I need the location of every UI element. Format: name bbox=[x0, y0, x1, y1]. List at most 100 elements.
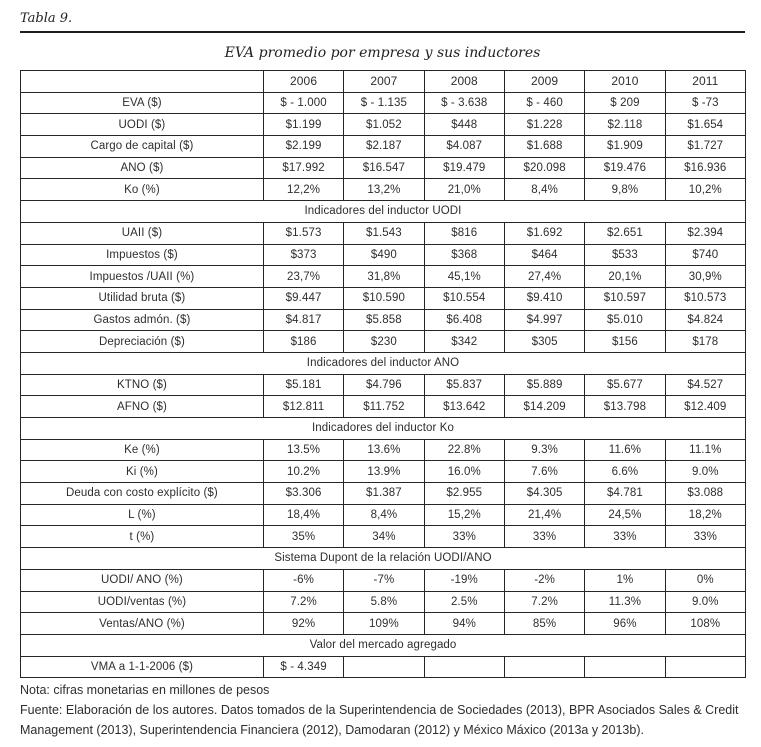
value-cell: $3.088 bbox=[664, 482, 747, 505]
value-cell: $5.677 bbox=[584, 373, 666, 397]
value-cell: 45,1% bbox=[423, 265, 505, 288]
value-cell: 33% bbox=[664, 525, 747, 549]
value-cell: 20,1% bbox=[584, 265, 666, 288]
section-header-cell: Indicadores del inductor ANO bbox=[20, 351, 746, 375]
value-cell: 5.8% bbox=[343, 590, 425, 614]
table-row: VMA a 1-1-2006 ($) $ - 4.349 bbox=[20, 655, 747, 679]
row-label-cell: UODI ($) bbox=[20, 113, 264, 137]
value-cell: $2.955 bbox=[423, 482, 505, 505]
value-cell: 7.2% bbox=[262, 590, 345, 614]
value-cell: 22.8% bbox=[423, 438, 505, 462]
value-cell: $5.010 bbox=[584, 308, 666, 332]
value-cell: $16.547 bbox=[343, 156, 425, 180]
value-cell: $13.642 bbox=[423, 395, 505, 418]
table-row: Gastos admón. ($) $4.817 $5.858 $6.408 $4.99… bbox=[20, 308, 747, 332]
year-header-cell: 2009 bbox=[503, 70, 586, 93]
value-cell: $ - 3.638 bbox=[423, 91, 505, 115]
section-row: Sistema Dupont de la relación UODI/ANO bbox=[20, 547, 746, 570]
value-cell: $4.781 bbox=[584, 482, 666, 505]
value-cell: $ - 1.000 bbox=[262, 91, 345, 115]
value-cell: $4.997 bbox=[503, 308, 586, 332]
table-row: UODI/ventas (%) 7.2% 5.8% 2.5% 7.2% 11.3% 9.0% bbox=[20, 590, 747, 614]
table-row: Impuestos ($) $373 $490 $368 $464 $533 $740 bbox=[20, 243, 747, 267]
row-label-cell: AFNO ($) bbox=[20, 395, 264, 418]
value-cell: 33% bbox=[503, 525, 586, 549]
value-cell: 1% bbox=[584, 568, 666, 592]
year-header-cell: 2007 bbox=[343, 70, 425, 93]
table-number-label: Tabla 9. bbox=[20, 11, 73, 26]
table-row: Cargo de capital ($) $2.199 $2.187 $4.087 $1… bbox=[20, 135, 747, 158]
value-cell: $2.118 bbox=[584, 113, 666, 137]
value-cell: -7% bbox=[343, 568, 425, 592]
value-cell: $1.688 bbox=[503, 135, 586, 158]
value-cell: 92% bbox=[262, 612, 345, 635]
table-row: L (%) 18,4% 8,4% 15,2% 21,4% 24,5% 18,2% bbox=[20, 503, 747, 527]
table-row: AFNO ($) $12.811 $11.752 $13.642 $14.209 $13.… bbox=[20, 395, 747, 418]
year-header-cell: 2008 bbox=[423, 70, 505, 93]
value-cell: $1.228 bbox=[503, 113, 586, 137]
value-cell: $9.410 bbox=[503, 286, 586, 310]
section-header-cell: Sistema Dupont de la relación UODI/ANO bbox=[20, 547, 746, 570]
value-cell: 7.6% bbox=[503, 460, 586, 484]
value-cell bbox=[423, 655, 505, 679]
value-cell: $12.811 bbox=[262, 395, 345, 418]
value-cell: $16.936 bbox=[664, 156, 747, 180]
table-row: Ke (%) 13.5% 13.6% 22.8% 9.3% 11.6% 11.1% bbox=[20, 438, 747, 462]
value-cell: 15,2% bbox=[423, 503, 505, 527]
value-cell: 0% bbox=[664, 568, 747, 592]
value-cell: $1.654 bbox=[664, 113, 747, 137]
value-cell: $1.387 bbox=[343, 482, 425, 505]
row-label-cell: Impuestos ($) bbox=[20, 243, 264, 267]
value-cell: 10.2% bbox=[262, 460, 345, 484]
section-header-cell: Indicadores del inductor UODI bbox=[20, 200, 746, 223]
table-row: ANO ($) $17.992 $16.547 $19.479 $20.098 $19.4… bbox=[20, 156, 747, 180]
value-cell: $ - 4.349 bbox=[262, 655, 345, 679]
value-cell: $1.052 bbox=[343, 113, 425, 137]
row-label-cell: Deuda con costo explícito ($) bbox=[20, 482, 264, 505]
value-cell: $373 bbox=[262, 243, 345, 267]
value-cell: $19.476 bbox=[584, 156, 666, 180]
table-row: Ventas/ANO (%) 92% 109% 94% 85% 96% 108% bbox=[20, 612, 747, 635]
value-cell: $ - 1.135 bbox=[343, 91, 425, 115]
value-cell: $20.098 bbox=[503, 156, 586, 180]
row-label-cell: Depreciación ($) bbox=[20, 330, 264, 353]
row-label-cell: Cargo de capital ($) bbox=[20, 135, 264, 158]
value-cell: $11.752 bbox=[343, 395, 425, 418]
value-cell: $448 bbox=[423, 113, 505, 137]
value-cell: 13.5% bbox=[262, 438, 345, 462]
value-cell: $4.527 bbox=[664, 373, 747, 397]
row-label-cell: UODI/ventas (%) bbox=[20, 590, 264, 614]
table-row: UODI/ ANO (%) -6% -7% -19% -2% 1% 0% bbox=[20, 568, 747, 592]
row-label-cell: Ke (%) bbox=[20, 438, 264, 462]
value-cell: 35% bbox=[262, 525, 345, 549]
year-header-cell: 2010 bbox=[584, 70, 666, 93]
value-cell: $4.087 bbox=[423, 135, 505, 158]
value-cell: 33% bbox=[584, 525, 666, 549]
corner-cell bbox=[20, 70, 264, 93]
value-cell: $10.554 bbox=[423, 286, 505, 310]
value-cell: 31,8% bbox=[343, 265, 425, 288]
value-cell: $305 bbox=[503, 330, 586, 353]
value-cell: 9.0% bbox=[664, 590, 747, 614]
value-cell: 27,4% bbox=[503, 265, 586, 288]
year-header-cell: 2006 bbox=[262, 70, 345, 93]
value-cell: $342 bbox=[423, 330, 505, 353]
table-note: Nota: cifras monetarias en millones de p… bbox=[20, 683, 270, 698]
table-row: Utilidad bruta ($) $9.447 $10.590 $10.554 $9… bbox=[20, 286, 747, 310]
value-cell: 6.6% bbox=[584, 460, 666, 484]
value-cell: $12.409 bbox=[664, 395, 747, 418]
value-cell: -6% bbox=[262, 568, 345, 592]
value-cell: $5.889 bbox=[503, 373, 586, 397]
row-label-cell: Utilidad bruta ($) bbox=[20, 286, 264, 310]
row-label-cell: UAII ($) bbox=[20, 221, 264, 245]
table-row: UAII ($) $1.573 $1.543 $816 $1.692 $2.651 $2.3… bbox=[20, 221, 747, 245]
value-cell: 10,2% bbox=[664, 178, 747, 202]
row-label-cell: Ko (%) bbox=[20, 178, 264, 202]
value-cell: 9.0% bbox=[664, 460, 747, 484]
value-cell: $13.798 bbox=[584, 395, 666, 418]
value-cell: $2.199 bbox=[262, 135, 345, 158]
value-cell: $4.796 bbox=[343, 373, 425, 397]
value-cell: $368 bbox=[423, 243, 505, 267]
row-label-cell: Gastos admón. ($) bbox=[20, 308, 264, 332]
row-label-cell: Ki (%) bbox=[20, 460, 264, 484]
